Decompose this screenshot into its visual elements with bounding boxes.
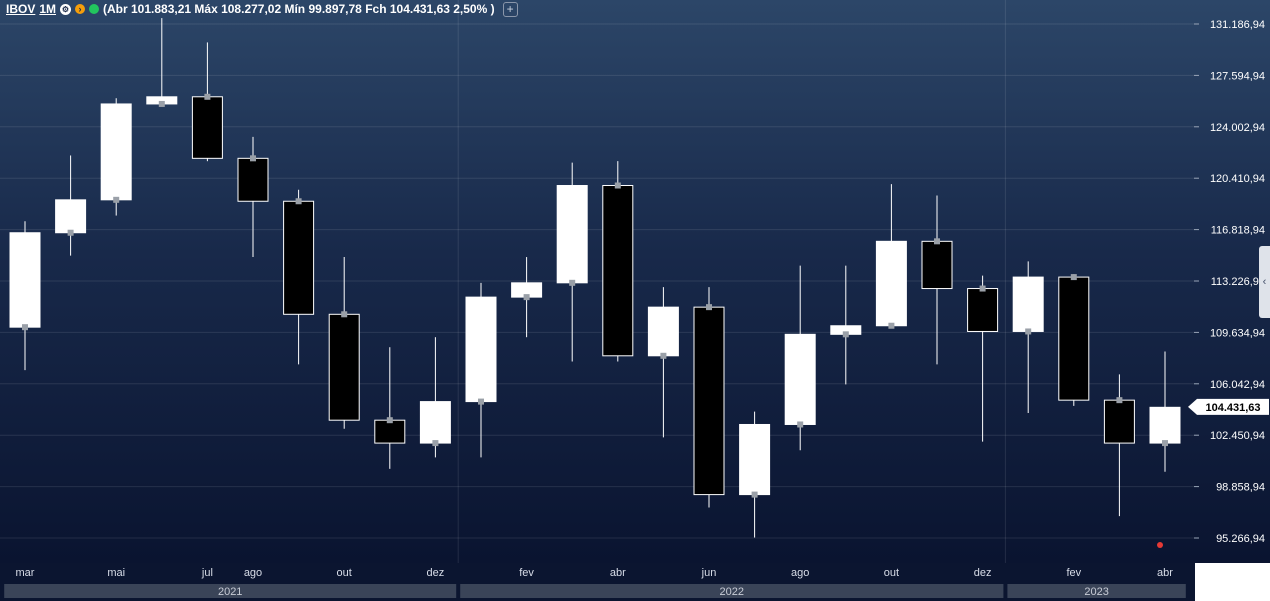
year-band [460, 584, 1004, 598]
year-band [4, 584, 457, 598]
candle-body-up [875, 240, 907, 327]
last-price-tag [1188, 398, 1269, 415]
gear-icon[interactable]: ⚙ [60, 3, 72, 15]
y-tick-label: 113.226,94 [1211, 276, 1265, 288]
symbol-label[interactable]: IBOV [6, 2, 36, 16]
candle-open-marker [797, 421, 804, 428]
candle-open-marker [113, 196, 120, 203]
y-tick-label: 98.858,94 [1216, 482, 1265, 494]
x-year-label: 2023 [1084, 586, 1108, 598]
chevron-left-icon[interactable]: ‹ [1259, 246, 1270, 318]
candle-open-marker [386, 417, 393, 424]
candle-open-marker [22, 324, 28, 331]
candle-open-marker [979, 285, 986, 292]
candle-open-marker [432, 440, 439, 447]
x-month-label: out [884, 567, 899, 579]
candle-body-up [419, 401, 451, 444]
candle-open-marker [614, 182, 621, 189]
x-month-label: fev [519, 567, 534, 579]
x-month-label: dez [427, 567, 445, 579]
chevron-right-icon[interactable]: › [75, 4, 86, 14]
last-price-label: 104.431,63 [1205, 402, 1260, 414]
candle-body-down [1103, 399, 1135, 444]
ohlc-values: (Abr 101.883,21 Máx 108.277,02 Mín 99.89… [103, 2, 495, 16]
candle-body-down [693, 306, 725, 496]
y-tick-label: 95.266,94 [1216, 533, 1265, 545]
price-axis[interactable] [1194, 0, 1270, 563]
candle-body-up [100, 103, 132, 201]
y-tick-label: 120.410,94 [1210, 173, 1265, 185]
candle-open-marker [751, 491, 758, 498]
y-tick-label: 131.186,94 [1210, 19, 1265, 31]
candle-body-down [191, 96, 223, 159]
x-month-label: jun [701, 567, 717, 579]
y-tick-label: 109.634,94 [1210, 327, 1265, 339]
candle-open-marker [888, 322, 895, 329]
candle-body-down [374, 419, 406, 444]
candle-body-up [556, 185, 588, 284]
y-tick-label: 124.002,94 [1210, 122, 1265, 134]
candle-open-marker [67, 229, 74, 236]
candle-body-down [921, 240, 953, 290]
candle-body-down [602, 185, 634, 357]
x-month-label: ago [244, 567, 262, 579]
candle-open-marker [1162, 440, 1168, 447]
candle-open-marker [660, 352, 667, 359]
x-month-label: dez [974, 567, 992, 579]
candle-open-marker [295, 198, 302, 205]
candle-open-marker [569, 279, 576, 286]
plus-icon[interactable]: + [502, 1, 518, 17]
x-month-label: fev [1066, 567, 1081, 579]
candle-open-marker [204, 93, 211, 100]
candle-body-up [9, 232, 41, 328]
candle-open-marker [706, 304, 712, 311]
chart-legend: IBOV 1M ⚙ › (Abr 101.883,21 Máx 108.277,… [6, 0, 518, 18]
x-month-label: ago [791, 567, 809, 579]
red-marker-dot [1157, 542, 1163, 548]
candle-body-up [1012, 276, 1044, 332]
y-tick-label: 106.042,94 [1210, 379, 1265, 391]
candle-open-marker [1070, 274, 1077, 281]
candle-open-marker [250, 155, 256, 162]
candle-open-marker [934, 238, 940, 245]
y-tick-label: 102.450,94 [1210, 430, 1265, 442]
axis-corner-box [1195, 563, 1270, 601]
y-tick-label: 127.594,94 [1210, 70, 1265, 82]
candle-open-marker [1025, 328, 1032, 335]
candle-body-up [647, 306, 679, 357]
x-year-label: 2021 [218, 586, 242, 598]
candle-body-down [283, 200, 315, 315]
candle-body-down [967, 288, 999, 332]
candle-body-down [237, 157, 269, 202]
candle-body-down [328, 313, 360, 421]
x-month-label: out [337, 567, 352, 579]
x-month-label: abr [610, 567, 626, 579]
candle-body-up [739, 423, 771, 496]
x-month-label: mai [107, 567, 125, 579]
candle-body-down [1058, 276, 1090, 401]
candle-open-marker [842, 331, 849, 338]
candle-open-marker [1116, 397, 1123, 404]
x-month-label: mar [16, 567, 35, 579]
status-dot-icon [89, 4, 100, 14]
candle-body-up [465, 296, 497, 403]
x-month-label: abr [1157, 567, 1173, 579]
candle-body-up [1149, 406, 1181, 444]
candle-body-up [784, 333, 816, 425]
chart-area[interactable] [0, 0, 1194, 563]
candle-open-marker [478, 398, 484, 405]
candle-open-marker [523, 294, 530, 301]
x-year-label: 2022 [720, 586, 744, 598]
candle-open-marker [341, 311, 348, 318]
year-band [1007, 584, 1186, 598]
candle-open-marker [158, 100, 165, 107]
x-month-label: jul [201, 567, 213, 579]
y-tick-label: 116.818,94 [1211, 225, 1265, 237]
interval-label[interactable]: 1M [39, 2, 57, 16]
candle-body-up [55, 199, 87, 234]
